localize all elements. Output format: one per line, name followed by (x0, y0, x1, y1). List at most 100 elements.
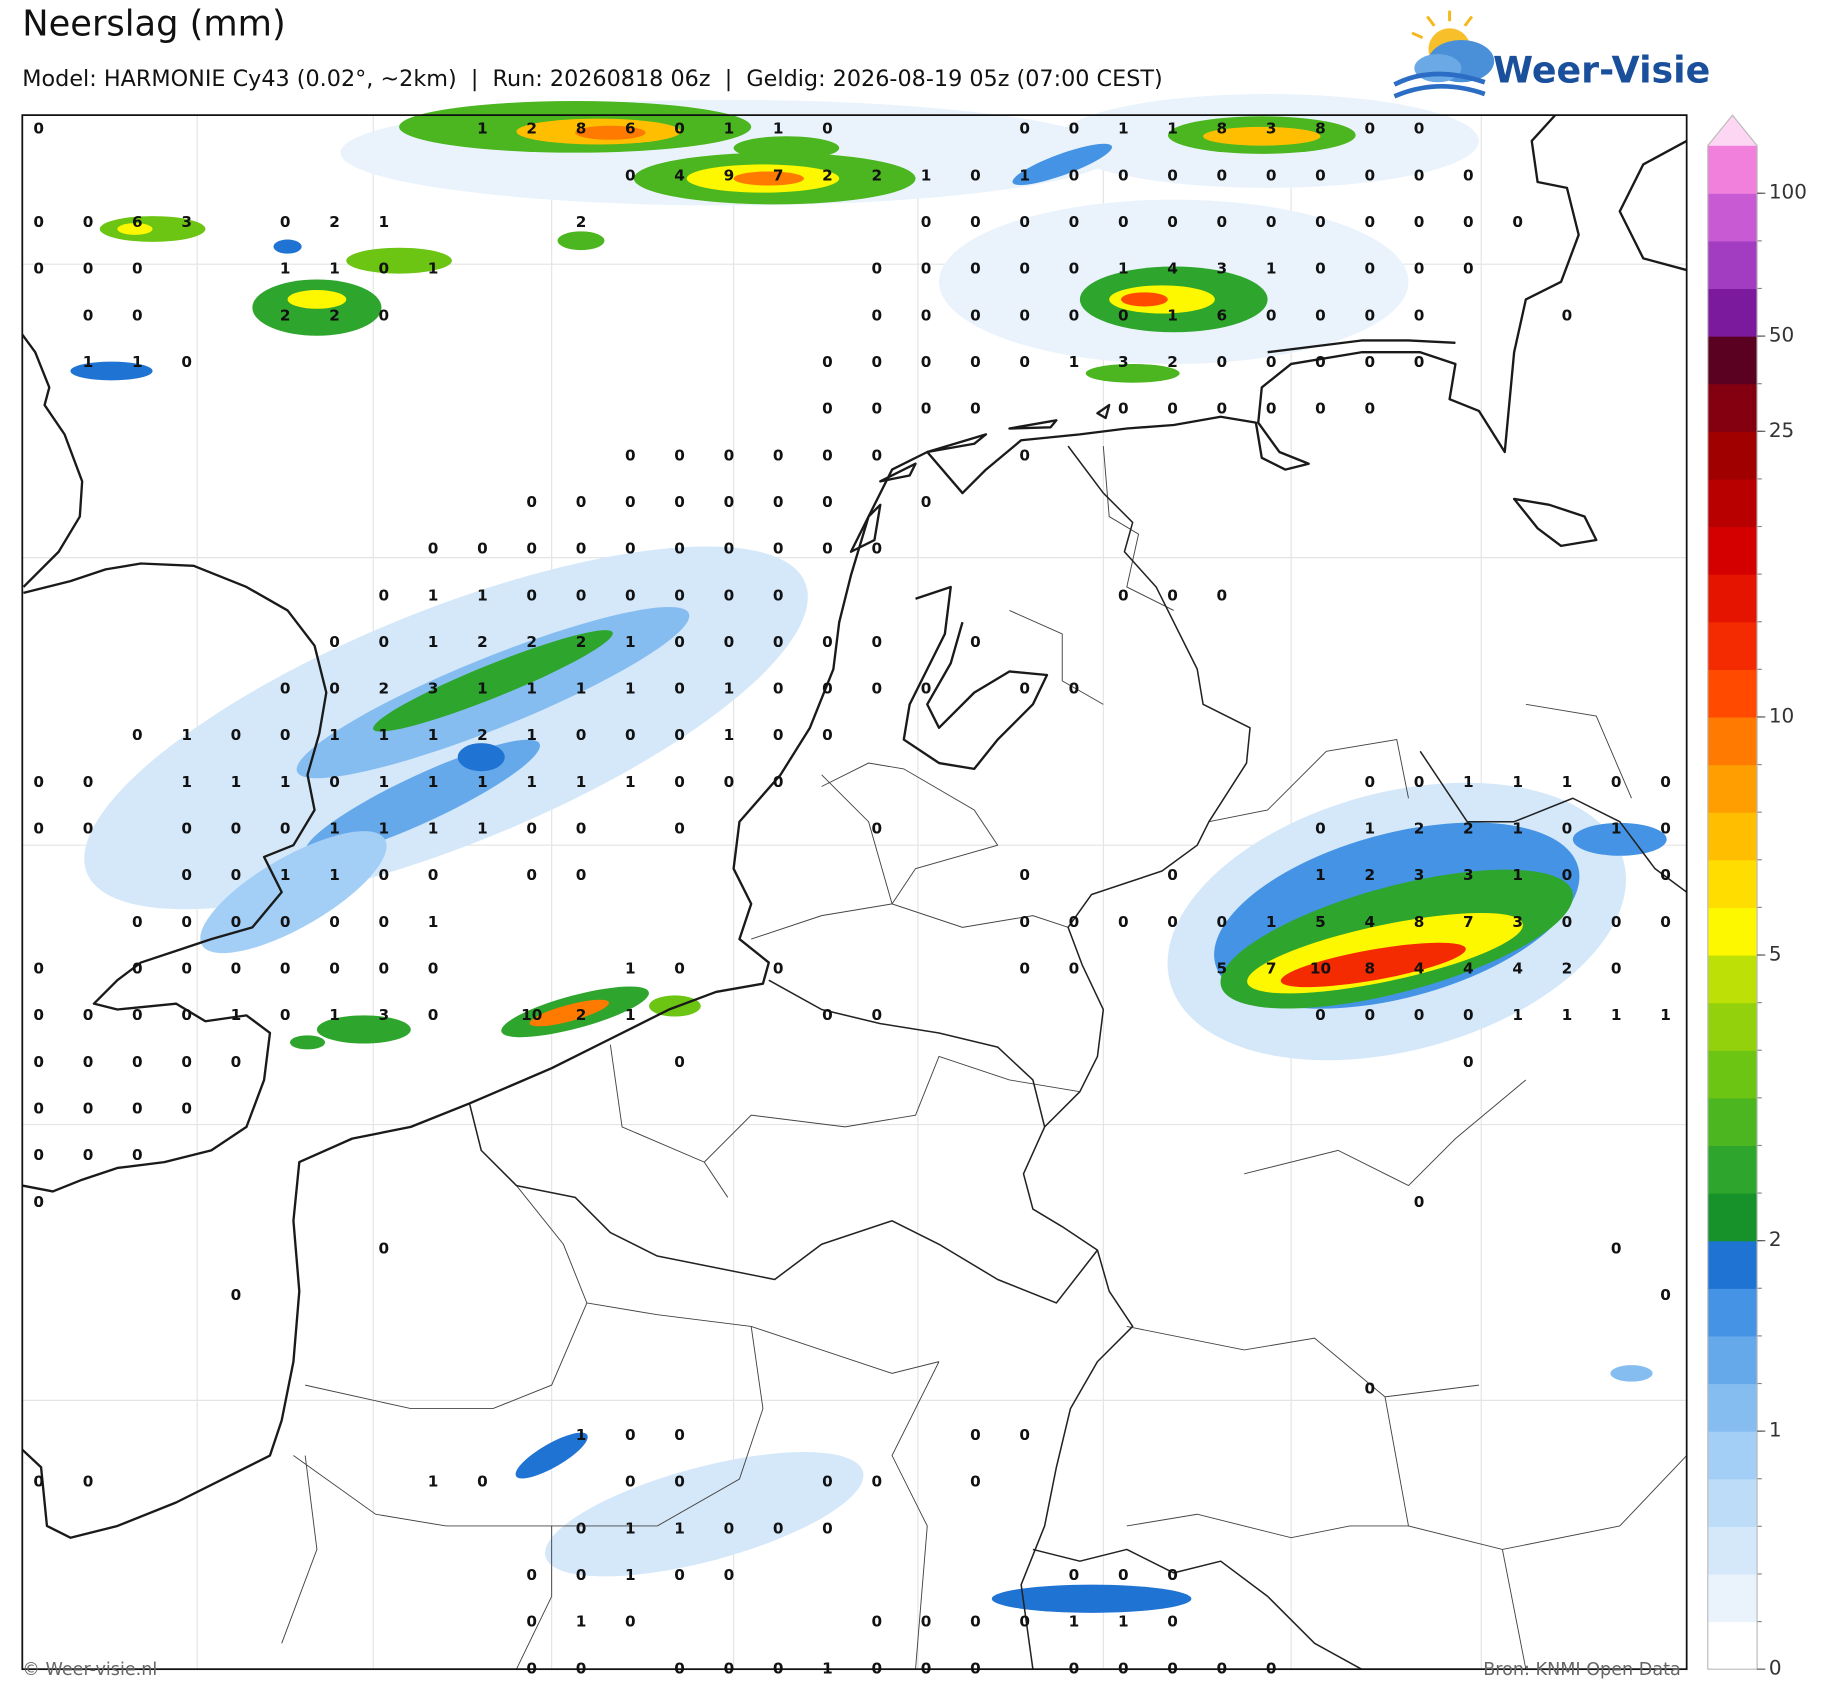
grid-value: 1 (1167, 120, 1178, 138)
grid-value: 0 (181, 1006, 192, 1024)
colorbar-segment (1707, 526, 1758, 575)
grid-value: 0 (822, 120, 833, 138)
grid-value: 0 (822, 726, 833, 744)
grid-value: 0 (1167, 213, 1178, 231)
grid-value: 3 (1118, 353, 1129, 371)
grid-value: 0 (724, 493, 735, 511)
grid-value: 1 (329, 820, 340, 838)
grid-value: 1 (477, 120, 488, 138)
grid-value: 2 (526, 120, 537, 138)
map-frame (21, 114, 1688, 1671)
grid-value: 0 (1660, 773, 1671, 791)
grid-value: 1 (1512, 820, 1523, 838)
grid-value: 8 (1217, 120, 1228, 138)
grid-value: 1 (280, 260, 291, 278)
grid-value: 3 (1463, 866, 1474, 884)
grid-value: 0 (674, 680, 685, 698)
grid-value: 0 (132, 726, 143, 744)
grid-value: 0 (724, 1566, 735, 1584)
grid-value: 0 (970, 1426, 981, 1444)
grid-value: 0 (674, 820, 685, 838)
grid-value: 0 (1414, 353, 1425, 371)
grid-value: 0 (576, 586, 587, 604)
grid-value: 0 (83, 1053, 94, 1071)
grid-value: 1 (428, 586, 439, 604)
grid-value: 0 (1364, 1006, 1375, 1024)
grid-value: 0 (724, 633, 735, 651)
grid-value: 4 (1463, 960, 1474, 978)
grid-value: 1 (428, 1473, 439, 1491)
grid-value: 0 (1364, 1379, 1375, 1397)
grid-value: 0 (1562, 866, 1573, 884)
grid-value: 0 (1069, 120, 1080, 138)
grid-value: 0 (428, 866, 439, 884)
grid-value: 0 (576, 820, 587, 838)
grid-value: 0 (231, 820, 242, 838)
grid-value: 0 (1167, 166, 1178, 184)
grid-value: 0 (1266, 166, 1277, 184)
grid-value: 0 (280, 913, 291, 931)
colorbar-segment (1707, 1335, 1758, 1385)
grid-value: 0 (871, 1006, 882, 1024)
grid-value: 1 (428, 726, 439, 744)
grid-value: 0 (871, 260, 882, 278)
grid-value: 0 (1118, 913, 1129, 931)
grid-value: 0 (724, 540, 735, 558)
grid-value: 1 (379, 820, 390, 838)
grid-value: 0 (83, 306, 94, 324)
grid-value: 0 (724, 446, 735, 464)
grid-value: 0 (181, 820, 192, 838)
grid-value: 0 (1019, 260, 1030, 278)
grid-value: 0 (576, 726, 587, 744)
colorbar-segment (1707, 145, 1758, 194)
grid-value: 0 (526, 493, 537, 511)
grid-value: 0 (674, 493, 685, 511)
grid-value: 10 (521, 1006, 542, 1024)
grid-value: 0 (625, 586, 636, 604)
grid-value: 0 (1414, 306, 1425, 324)
grid-value: 0 (181, 913, 192, 931)
grid-value: 0 (1315, 166, 1326, 184)
grid-value: 0 (132, 1053, 143, 1071)
colorbar-segment (1707, 1050, 1758, 1099)
grid-value: 2 (329, 306, 340, 324)
grid-value: 5 (1315, 913, 1326, 931)
colorbar-segment (1707, 907, 1758, 956)
colorbar-segment (1707, 1478, 1758, 1527)
grid-value: 0 (625, 726, 636, 744)
grid-value: 0 (970, 213, 981, 231)
grid-value: 0 (970, 633, 981, 651)
grid-value: 0 (1069, 166, 1080, 184)
grid-value: 0 (970, 1613, 981, 1631)
grid-value: 0 (83, 1473, 94, 1491)
grid-value: 6 (132, 213, 143, 231)
grid-value: 0 (1167, 866, 1178, 884)
grid-value: 0 (33, 820, 44, 838)
grid-value: 1 (428, 773, 439, 791)
grid-value: 0 (1562, 913, 1573, 931)
grid-value: 0 (1069, 1566, 1080, 1584)
colorbar-segment (1707, 478, 1758, 528)
grid-value: 0 (1315, 306, 1326, 324)
grid-value: 1 (1611, 820, 1622, 838)
grid-value: 0 (970, 260, 981, 278)
grid-value: 0 (1660, 866, 1671, 884)
colorbar-segment (1707, 1002, 1758, 1051)
grid-value: 0 (280, 680, 291, 698)
grid-value: 0 (1611, 960, 1622, 978)
grid-value: 1 (1118, 120, 1129, 138)
grid-value: 0 (280, 960, 291, 978)
grid-value: 1 (1611, 1006, 1622, 1024)
grid-value: 1 (329, 726, 340, 744)
grid-value: 1 (379, 726, 390, 744)
grid-value: 0 (1414, 120, 1425, 138)
grid-value: 0 (132, 1146, 143, 1164)
grid-value: 0 (33, 1193, 44, 1211)
grid-value: 0 (822, 400, 833, 418)
grid-value: 0 (1364, 260, 1375, 278)
grid-value: 4 (1364, 913, 1375, 931)
grid-value: 0 (428, 540, 439, 558)
grid-value: 0 (1463, 260, 1474, 278)
grid-value: 0 (181, 866, 192, 884)
grid-value: 1 (724, 726, 735, 744)
